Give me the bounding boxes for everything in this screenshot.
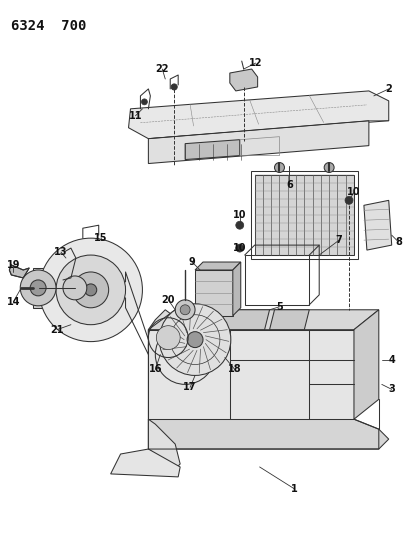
Text: 8: 8 (395, 237, 402, 247)
Polygon shape (149, 419, 180, 469)
Circle shape (175, 300, 195, 320)
Text: 10: 10 (233, 243, 246, 253)
Text: 11: 11 (129, 111, 142, 121)
Text: 18: 18 (228, 365, 242, 375)
Circle shape (73, 272, 109, 308)
Circle shape (156, 326, 180, 350)
Polygon shape (270, 310, 309, 330)
Text: 16: 16 (149, 365, 162, 375)
Circle shape (180, 305, 190, 315)
Text: 15: 15 (94, 233, 107, 243)
Text: 21: 21 (50, 325, 64, 335)
Text: 12: 12 (249, 58, 262, 68)
Polygon shape (111, 449, 180, 477)
Polygon shape (149, 330, 354, 419)
Text: 3: 3 (388, 384, 395, 394)
Circle shape (56, 255, 126, 325)
Polygon shape (129, 91, 389, 139)
Text: 14: 14 (7, 297, 20, 307)
Polygon shape (149, 419, 389, 449)
Circle shape (159, 304, 231, 375)
Text: 6324  700: 6324 700 (11, 19, 86, 33)
Text: 4: 4 (388, 354, 395, 365)
Circle shape (39, 238, 142, 342)
Circle shape (142, 99, 147, 105)
Polygon shape (230, 69, 257, 91)
Polygon shape (9, 265, 29, 278)
Polygon shape (149, 310, 185, 419)
Polygon shape (233, 262, 241, 316)
Text: 17: 17 (183, 382, 197, 392)
Circle shape (171, 84, 177, 90)
Polygon shape (215, 310, 270, 330)
Circle shape (345, 196, 353, 204)
Circle shape (85, 284, 97, 296)
Circle shape (63, 276, 87, 300)
Text: 5: 5 (276, 302, 283, 312)
Polygon shape (195, 262, 241, 270)
Text: 22: 22 (155, 64, 169, 74)
Text: 20: 20 (162, 295, 175, 305)
Polygon shape (195, 270, 233, 316)
Polygon shape (364, 200, 392, 250)
Polygon shape (185, 140, 240, 159)
Circle shape (324, 163, 334, 173)
Text: 19: 19 (7, 260, 20, 270)
Circle shape (20, 270, 56, 306)
Text: 6: 6 (286, 181, 293, 190)
Circle shape (275, 163, 284, 173)
Circle shape (236, 221, 244, 229)
Polygon shape (149, 121, 369, 164)
Polygon shape (255, 175, 354, 255)
Text: 2: 2 (386, 84, 392, 94)
Circle shape (236, 244, 244, 252)
Text: 10: 10 (347, 188, 361, 197)
Text: 10: 10 (233, 210, 246, 220)
Text: 1: 1 (291, 484, 298, 494)
Text: 7: 7 (336, 235, 342, 245)
Polygon shape (33, 268, 75, 308)
Polygon shape (354, 310, 379, 419)
Text: 13: 13 (54, 247, 68, 257)
Text: 9: 9 (189, 257, 195, 267)
Circle shape (30, 280, 46, 296)
Polygon shape (149, 310, 379, 330)
Circle shape (187, 332, 203, 348)
